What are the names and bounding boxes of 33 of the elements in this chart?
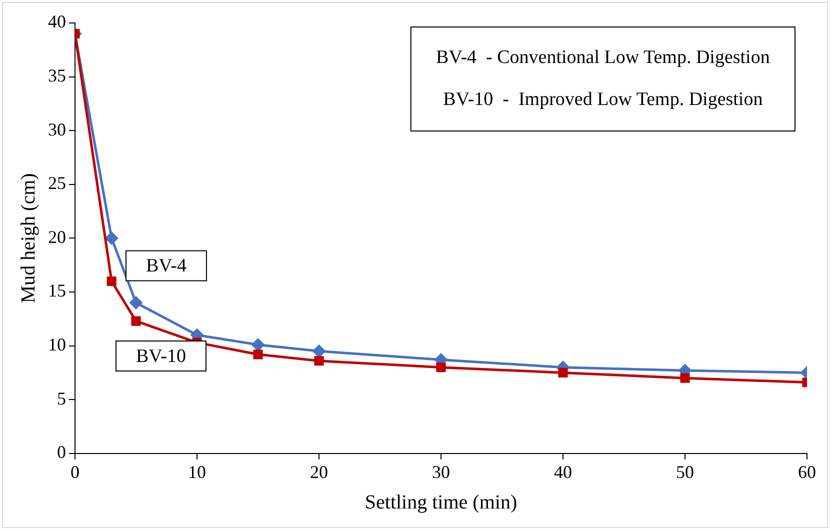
point	[131, 316, 141, 326]
point	[558, 368, 568, 378]
series-label: BV-10	[136, 346, 186, 368]
x-tick-label: 0	[70, 462, 80, 482]
y-axis-title: Mud heigh (cm)	[17, 173, 40, 304]
annotation: BV-4 - Conventional Low Temp. Digestion	[436, 46, 770, 68]
point	[680, 373, 690, 383]
x-tick-label: 10	[188, 462, 206, 482]
y-tick-label: 10	[48, 334, 66, 355]
point	[252, 338, 264, 351]
point	[314, 356, 324, 366]
y-tick-label: 40	[48, 12, 66, 32]
annotation: BV-10 - Improved Low Temp. Digestion	[443, 88, 764, 110]
x-tick-label: 30	[432, 462, 450, 482]
x-tick-label: 50	[676, 462, 694, 482]
point	[105, 232, 118, 244]
x-tick-label: 40	[554, 462, 572, 482]
y-tick-label: 35	[48, 66, 66, 86]
x-axis-title: Settling time (min)	[364, 491, 518, 514]
y-tick-label: 20	[48, 226, 66, 247]
point	[253, 350, 263, 360]
point	[130, 296, 142, 310]
y-tick-label: 15	[48, 280, 66, 301]
point	[436, 362, 446, 372]
x-tick-label: 60	[798, 462, 816, 482]
x-tick-label: 20	[310, 462, 328, 482]
y-tick-label: 30	[48, 119, 66, 140]
point	[106, 276, 116, 286]
series-label: BV-4	[146, 256, 187, 277]
y-tick-label: 25	[48, 173, 66, 194]
point	[312, 344, 326, 358]
y-tick-label: 0	[57, 442, 66, 462]
y-tick-label: 5	[57, 388, 66, 408]
